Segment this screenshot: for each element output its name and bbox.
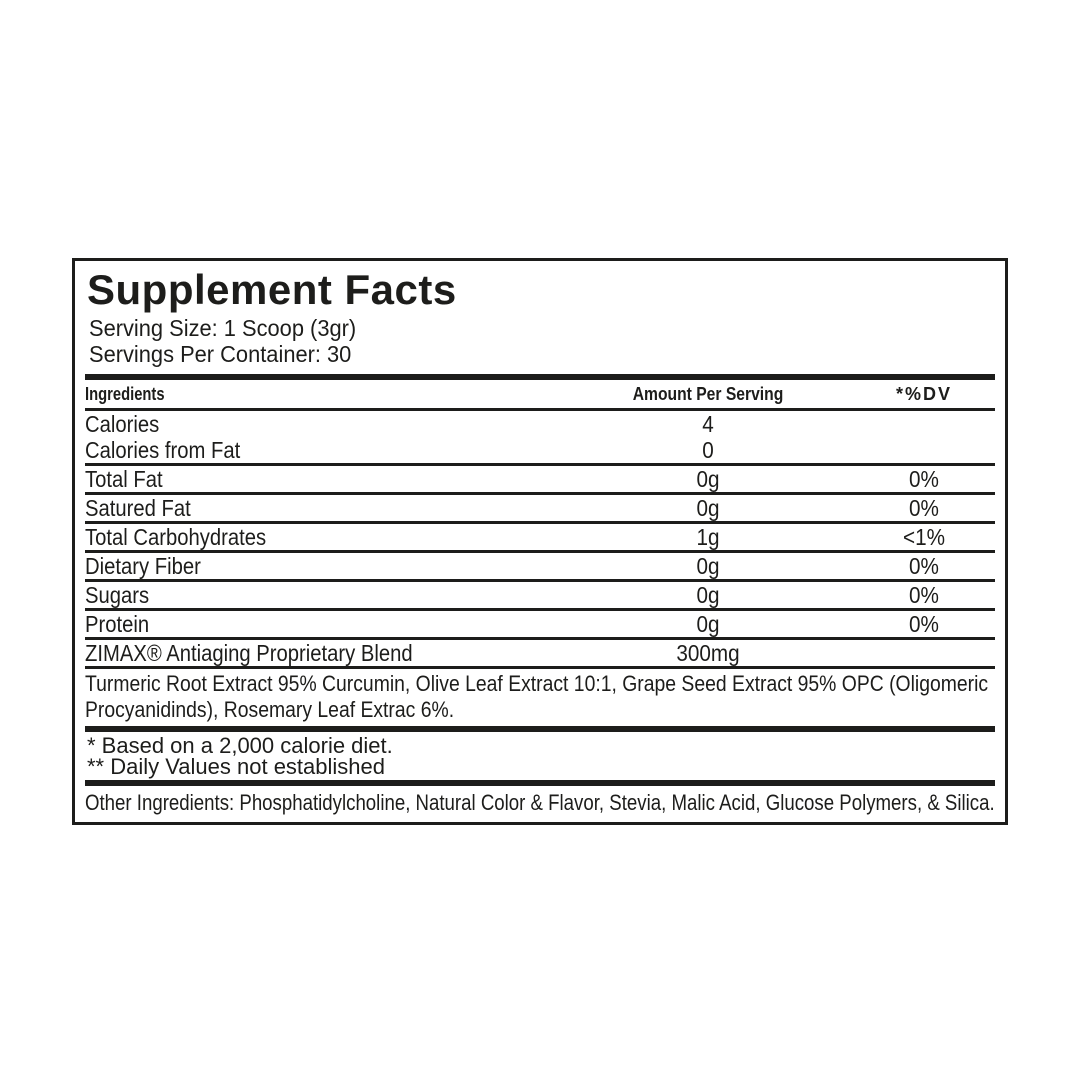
ingredient-name: Dietary Fiber [85, 553, 201, 579]
table-row: Sugars 0g 0% [85, 582, 995, 611]
blend-description-line: Procyanidinds), Rosemary Leaf Extrac 6%. [85, 697, 455, 722]
section-divider-bar-top [85, 374, 995, 380]
ingredient-name: Total Fat [85, 466, 163, 492]
dv-value: <1% [902, 524, 946, 550]
serving-size-text: Serving Size: 1 Scoop (3gr) [89, 315, 357, 341]
dv-value: 0% [909, 553, 939, 579]
table-header-row: Ingredients Amount Per Serving *%DV [85, 380, 995, 411]
table-row: Calories from Fat 0 [85, 437, 995, 466]
dv-value: 0% [909, 466, 939, 492]
footnotes: * Based on a 2,000 calorie diet. ** Dail… [85, 732, 995, 780]
ingredient-name: ZIMAX® Antiaging Proprietary Blend [85, 640, 413, 666]
supplement-facts-panel: Supplement Facts Serving Size: 1 Scoop (… [72, 258, 1008, 825]
column-header-ingredients: Ingredients [85, 384, 165, 404]
table-row-proprietary-blend: ZIMAX® Antiaging Proprietary Blend 300mg [85, 640, 995, 669]
amount-value: 300mg [676, 640, 740, 666]
column-header-daily-value: *%DV [895, 384, 952, 404]
amount-value: 0g [696, 553, 720, 579]
ingredient-name: Sugars [85, 582, 150, 608]
ingredient-name: Protein [85, 611, 150, 637]
table-row: Satured Fat 0g 0% [85, 495, 995, 524]
blend-description: Turmeric Root Extract 95% Curcumin, Oliv… [85, 669, 995, 726]
dv-value: 0% [909, 582, 939, 608]
table-row: Protein 0g 0% [85, 611, 995, 640]
column-header-amount-per-serving: Amount Per Serving [632, 384, 784, 404]
table-row: Calories 4 [85, 411, 995, 437]
dv-value: 0% [909, 495, 939, 521]
amount-value: 0g [696, 611, 720, 637]
dv-value: 0% [909, 611, 939, 637]
amount-value: 0g [696, 495, 720, 521]
amount-value: 1g [696, 524, 720, 550]
panel-title: Supplement Facts [87, 266, 457, 313]
amount-value: 4 [702, 411, 714, 437]
ingredient-name: Satured Fat [85, 495, 191, 521]
amount-value: 0g [696, 466, 720, 492]
section-divider-bar-bottom [85, 780, 995, 786]
blend-description-line: Turmeric Root Extract 95% Curcumin, Oliv… [85, 671, 989, 696]
ingredient-name: Calories [85, 411, 160, 437]
footnote-daily-values: ** Daily Values not established [87, 754, 385, 779]
servings-per-container-text: Servings Per Container: 30 [89, 341, 352, 367]
table-row: Total Fat 0g 0% [85, 466, 995, 495]
footnote-calorie-diet: * Based on a 2,000 calorie diet. [87, 733, 393, 758]
table-row: Dietary Fiber 0g 0% [85, 553, 995, 582]
serving-info: Serving Size: 1 Scoop (3gr) Servings Per… [89, 315, 995, 367]
table-row: Total Carbohydrates 1g <1% [85, 524, 995, 553]
amount-value: 0g [696, 582, 720, 608]
amount-value: 0 [702, 437, 714, 463]
ingredient-name: Calories from Fat [85, 437, 241, 463]
other-ingredients-text: Other Ingredients: Phosphatidylcholine, … [85, 790, 995, 815]
ingredient-name: Total Carbohydrates [85, 524, 267, 550]
section-divider-bar-middle [85, 726, 995, 732]
